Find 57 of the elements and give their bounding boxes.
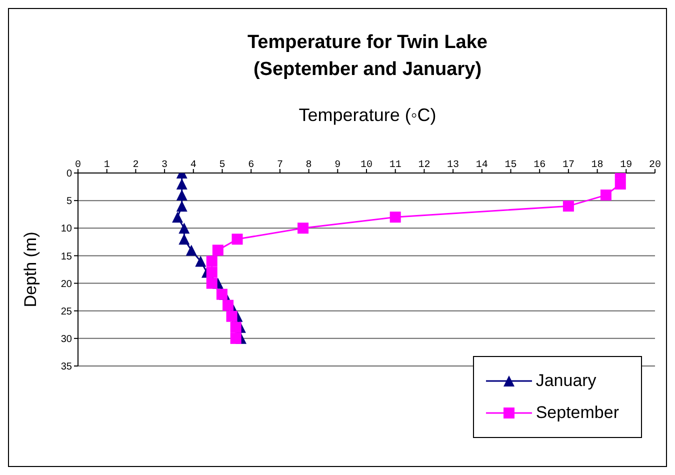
- x-tick-label: 5: [219, 160, 226, 171]
- point: [230, 322, 242, 333]
- y-tick-label: 30: [60, 334, 72, 345]
- x-tick-label: 1: [104, 160, 110, 171]
- point: [390, 212, 401, 223]
- x-tick-label: 10: [360, 160, 373, 171]
- x-tick-label: 20: [648, 160, 662, 171]
- point: [222, 300, 234, 311]
- point: [232, 234, 243, 245]
- x-tick-label: 14: [476, 160, 488, 171]
- x-tick-label: 16: [534, 160, 546, 171]
- y-axis-title: Depth (m): [21, 232, 40, 308]
- point: [212, 244, 224, 256]
- point: [298, 222, 309, 234]
- point: [206, 256, 218, 267]
- point: [195, 256, 206, 267]
- x-tick-label: 9: [334, 160, 341, 171]
- x-tick-label: 8: [306, 160, 312, 171]
- chart-title: Temperature for Twin Lake (September and January): [246, 31, 488, 82]
- point: [600, 190, 612, 201]
- x-tick-label: 18: [591, 160, 604, 171]
- point: [176, 178, 188, 190]
- point: [206, 266, 218, 278]
- point: [176, 190, 188, 201]
- point: [614, 178, 626, 190]
- point: [206, 278, 218, 289]
- x-tick-label: 13: [447, 160, 460, 171]
- x-tick-label: 2: [132, 160, 139, 171]
- x-tick-label: 4: [190, 160, 196, 171]
- point: [226, 310, 238, 322]
- point: [230, 332, 242, 344]
- legend-label: January: [536, 371, 596, 391]
- y-tick-label: 20: [60, 278, 72, 290]
- x-tick-label: 0: [74, 160, 82, 171]
- point: [186, 244, 197, 256]
- point: [176, 200, 188, 212]
- y-tick-label: 35: [60, 362, 72, 373]
- x-tick-label: 15: [504, 160, 517, 171]
- x-tick-label: 12: [418, 160, 430, 171]
- x-tick-label: 17: [562, 160, 574, 171]
- y-tick-label: 25: [60, 306, 72, 318]
- x-tick-label: 19: [620, 160, 632, 171]
- x-tick-label: 6: [248, 160, 254, 171]
- x-axis-title: Temperature (◦C): [298, 105, 438, 126]
- point: [216, 288, 228, 300]
- y-tick-label: 15: [60, 251, 72, 262]
- point: [172, 212, 184, 223]
- point: [562, 200, 574, 212]
- point: [178, 234, 190, 245]
- x-tick-label: 7: [276, 160, 283, 171]
- x-tick-label: 11: [389, 160, 402, 171]
- y-tick-label: 5: [66, 196, 72, 208]
- x-tick-label: 3: [162, 160, 168, 171]
- y-tick-label: 10: [60, 224, 72, 235]
- legend-label: September: [536, 403, 619, 423]
- y-tick-label: 0: [66, 168, 72, 180]
- point: [178, 222, 190, 234]
